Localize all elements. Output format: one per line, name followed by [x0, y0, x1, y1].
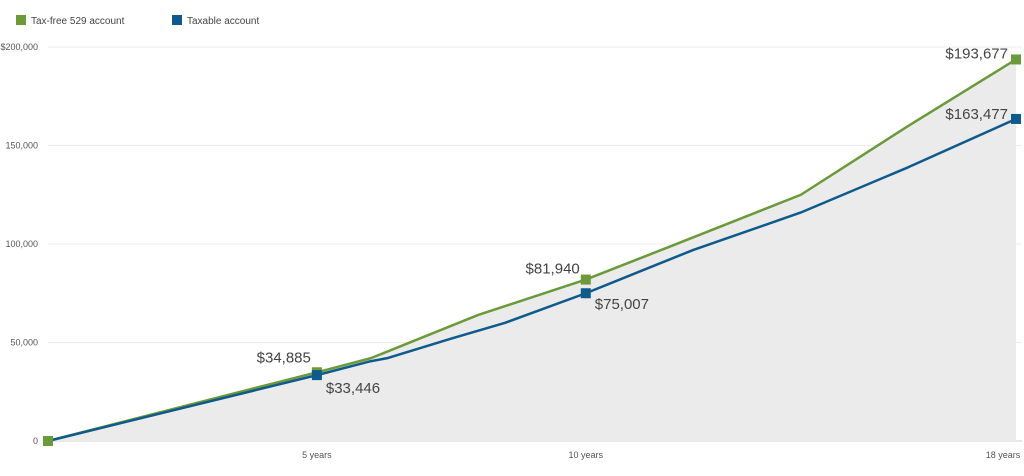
- y-tick-label: $200,000: [0, 42, 38, 52]
- legend-swatch: [172, 15, 182, 25]
- data-label-tax-free-529-account: $81,940: [526, 261, 580, 278]
- legend-item-tax-free-529-account[interactable]: Tax-free 529 account: [16, 15, 125, 27]
- marker-tax-free-529-account: [1011, 54, 1021, 65]
- area-fill: [48, 59, 1016, 442]
- legend-label: Tax-free 529 account: [31, 16, 125, 27]
- legend-swatch: [16, 15, 26, 25]
- axis-layer: 0 50,000 100,000 150,000 $200,000 5 years 10 y…: [0, 42, 1020, 460]
- marker-layer: [43, 54, 1021, 446]
- label-layer: $34,885 $81,940 $193,677 $33,446 $75,007 $163…: [257, 45, 1008, 397]
- data-label-taxable-account: $163,477: [945, 106, 1008, 123]
- marker-tax-free-529-account: [43, 436, 53, 446]
- y-tick-label: 0: [33, 436, 38, 446]
- y-tick-label: 150,000: [5, 141, 38, 151]
- marker-taxable-account: [580, 288, 591, 299]
- y-tick-label: 100,000: [5, 239, 38, 249]
- series-line-taxable-account: [47, 117, 1017, 443]
- legend-label: Taxable account: [187, 16, 259, 27]
- data-label-tax-free-529-account: $34,885: [257, 349, 311, 366]
- x-tick-label: 5 years: [302, 450, 332, 460]
- data-label-tax-free-529-account: $193,677: [945, 45, 1008, 62]
- marker-taxable-account: [311, 370, 322, 381]
- legend-item-taxable-account[interactable]: Taxable account: [172, 15, 259, 27]
- data-label-taxable-account: $75,007: [595, 296, 649, 313]
- x-tick-label: 18 years: [986, 450, 1021, 460]
- legend: Tax-free 529 account Taxable account: [16, 15, 259, 27]
- y-tick-label: 50,000: [10, 338, 38, 348]
- x-tick-label: 10 years: [569, 450, 604, 460]
- marker-tax-free-529-account: [580, 274, 591, 285]
- marker-taxable-account: [1011, 113, 1021, 124]
- data-label-taxable-account: $33,446: [326, 380, 380, 397]
- area-layer: [48, 59, 1016, 442]
